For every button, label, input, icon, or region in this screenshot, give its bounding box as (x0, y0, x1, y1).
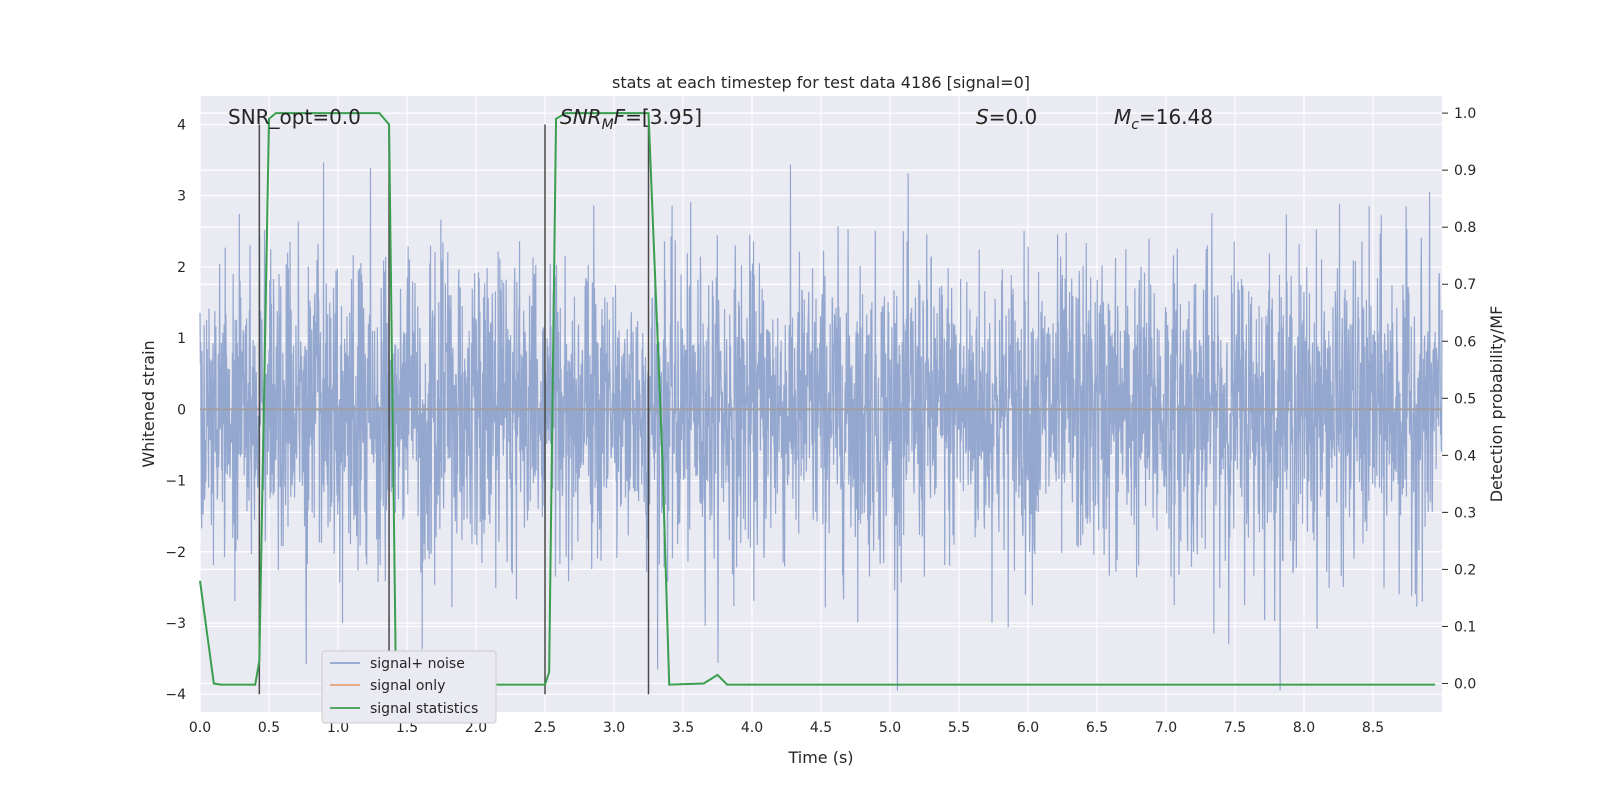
y-left-tick-label: 2 (177, 260, 186, 276)
annotation-mc-name: M (1114, 105, 1131, 129)
y-left-tick-label: 3 (177, 189, 186, 205)
annotation-s-name: S (976, 105, 989, 129)
vertical-markers (258, 124, 650, 695)
x-axis-label: Time (s) (787, 748, 853, 767)
annotation-snr-opt: SNR_opt=0.0 (228, 105, 361, 129)
x-tick-label: 5.0 (879, 720, 901, 736)
x-tick-label: 4.0 (741, 720, 763, 736)
x-tick-label: 7.5 (1224, 720, 1246, 736)
annotation-s: S=0.0 (976, 105, 1037, 129)
chart-title: stats at each timestep for test data 418… (612, 73, 1030, 92)
y-right-tick-label: 1.0 (1454, 106, 1476, 122)
y-left-tick-label: 0 (177, 402, 186, 418)
annotation-snr-mf-value: =[3.95] (625, 105, 702, 129)
x-tick-label: 1.5 (396, 720, 418, 736)
annotation-snr-mf-name: SNR (560, 105, 602, 129)
x-tick-label: 5.5 (948, 720, 970, 736)
x-axis-ticks: 0.0 0.5 1.0 1.5 2.0 2.5 3.0 3.5 4.0 4.5 5.0 5.5 6.0 6… (189, 720, 1384, 736)
annotation-mc: Mc=16.48 (1114, 105, 1213, 133)
x-tick-label: 0.0 (189, 720, 211, 736)
x-tick-label: 4.5 (810, 720, 832, 736)
y-right-tick-label: 0.9 (1454, 163, 1476, 179)
signal-noise-series (199, 162, 1443, 691)
y-right-tick-label: 0.6 (1454, 334, 1476, 350)
x-tick-label: 8.0 (1293, 720, 1315, 736)
y-right-tick-label: 0.1 (1454, 619, 1476, 635)
x-tick-label: 2.0 (465, 720, 487, 736)
y-axis-left-label: Whitened strain (139, 340, 158, 467)
annotation-snr-mf: SNRMF=[3.95] (560, 105, 702, 133)
y-left-axis-ticks: −4 −3 −2 −1 0 1 2 3 4 (165, 117, 186, 703)
x-tick-label: 3.0 (603, 720, 625, 736)
x-tick-label: 0.5 (258, 720, 280, 736)
y-right-tick-label: 0.5 (1454, 391, 1476, 407)
legend-label-signal-only: signal only (370, 678, 445, 694)
legend-label-signal-statistics: signal statistics (370, 701, 478, 717)
y-right-tick-label: 0.8 (1454, 220, 1476, 236)
y-left-tick-label: 1 (177, 331, 186, 347)
annotation-snr-mf-sub: M (602, 117, 614, 133)
y-right-tick-label: 0.0 (1454, 676, 1476, 692)
x-tick-label: 6.5 (1086, 720, 1108, 736)
y-left-tick-label: −1 (165, 474, 186, 490)
signal-noise-line (199, 162, 1443, 691)
annotation-s-value: =0.0 (989, 105, 1038, 129)
y-right-tick-label: 0.4 (1454, 448, 1476, 464)
x-tick-label: 6.0 (1017, 720, 1039, 736)
legend-box (321, 650, 497, 724)
legend: signal+ noise signal only signal statist… (321, 650, 497, 724)
x-tick-label: 7.0 (1155, 720, 1177, 736)
x-tick-label: 8.5 (1362, 720, 1384, 736)
y-left-tick-label: −3 (165, 616, 186, 632)
y-right-tick-label: 0.2 (1454, 562, 1476, 578)
annotation-mc-value: =16.48 (1139, 105, 1213, 129)
y-right-tick-label: 0.7 (1454, 277, 1476, 293)
y-right-tick-label: 0.3 (1454, 505, 1476, 521)
y-axis-right-label: Detection probability/MF (1487, 306, 1506, 503)
annotation-mc-sub: c (1131, 117, 1139, 133)
x-tick-label: 2.5 (534, 720, 556, 736)
legend-label-signal-noise: signal+ noise (370, 656, 465, 672)
x-tick-label: 3.5 (672, 720, 694, 736)
y-right-axis-ticks: 0.0 0.1 0.2 0.3 0.4 0.5 0.6 0.7 0.8 0.9 1.0 (1442, 106, 1476, 692)
annotation-snr-mf-name2: F (614, 105, 626, 129)
x-tick-label: 1.0 (327, 720, 349, 736)
y-left-tick-label: −2 (165, 545, 186, 561)
y-left-tick-label: 4 (177, 117, 186, 133)
y-left-tick-label: −4 (165, 687, 186, 703)
